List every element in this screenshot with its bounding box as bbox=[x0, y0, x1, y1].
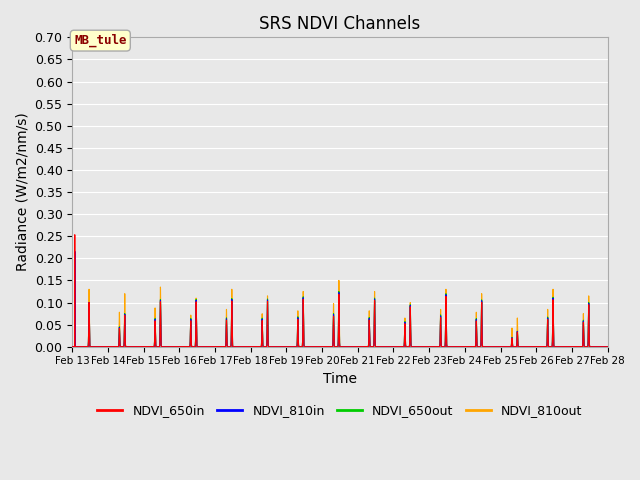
Y-axis label: Radiance (W/m2/nm/s): Radiance (W/m2/nm/s) bbox=[15, 113, 29, 271]
Title: SRS NDVI Channels: SRS NDVI Channels bbox=[259, 15, 420, 33]
Legend: NDVI_650in, NDVI_810in, NDVI_650out, NDVI_810out: NDVI_650in, NDVI_810in, NDVI_650out, NDV… bbox=[92, 399, 588, 422]
X-axis label: Time: Time bbox=[323, 372, 357, 386]
Text: MB_tule: MB_tule bbox=[74, 34, 127, 47]
